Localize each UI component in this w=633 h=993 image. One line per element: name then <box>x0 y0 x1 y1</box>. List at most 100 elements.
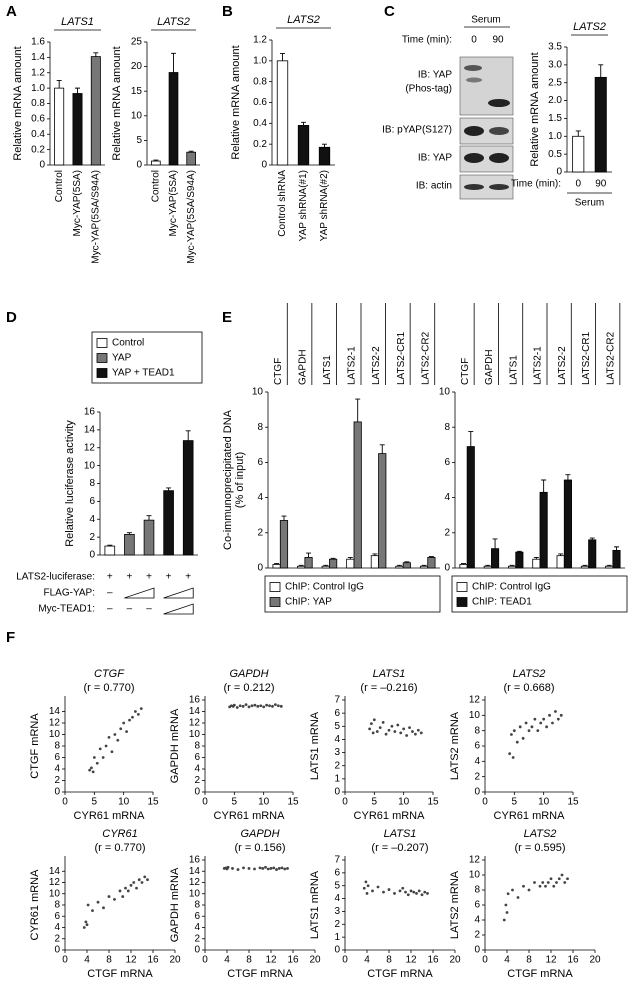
panel-label: D <box>6 309 17 326</box>
error-bar <box>322 143 327 148</box>
chart-title: LATS2 <box>157 16 190 28</box>
y-tick-label: 4 <box>89 514 95 525</box>
y-tick-label: 2 <box>89 532 95 543</box>
bar <box>353 421 362 569</box>
chart-title: LATS2 <box>513 668 546 680</box>
chart-title: GAPDH <box>240 828 279 840</box>
blot-band <box>489 153 509 163</box>
point <box>256 704 260 708</box>
point <box>86 903 90 907</box>
y-tick-label: 0.8 <box>31 98 45 109</box>
point <box>412 890 416 894</box>
legend-box <box>451 575 628 613</box>
point <box>522 884 525 888</box>
point <box>262 705 266 709</box>
y-tick-label: 16 <box>84 407 96 418</box>
y-label: Relative mRNA amount <box>230 45 242 159</box>
point <box>533 717 537 721</box>
error-bar <box>509 564 515 567</box>
point <box>253 703 257 707</box>
error-bar <box>575 130 581 137</box>
x-tick-label: Control <box>150 170 161 202</box>
point <box>365 892 369 895</box>
y-tick-label: 10 <box>189 729 201 740</box>
bar <box>318 146 331 166</box>
chart-subtitle: (r = 0.156) <box>234 842 285 854</box>
y-tick-label: 6 <box>334 867 340 878</box>
dose-triangle <box>163 603 194 615</box>
point <box>241 704 245 708</box>
x-tick-label: 10 <box>258 797 270 808</box>
x-label: CTGF mRNA <box>87 968 153 980</box>
point <box>140 881 144 884</box>
error-bar <box>146 515 152 521</box>
x-tick-label: 15 <box>287 797 299 808</box>
x-label: Time (min): <box>511 179 561 190</box>
point <box>119 727 123 731</box>
x-tick-label: 20 <box>449 955 461 966</box>
y-tick-label: 0 <box>257 563 263 574</box>
category-label: LATS2-2 <box>557 346 568 385</box>
bar <box>539 491 548 569</box>
category-label: LATS2-1 <box>347 346 358 385</box>
y-tick-label: 14 <box>49 706 61 717</box>
point <box>82 926 86 929</box>
point <box>362 886 366 890</box>
error-bar <box>606 564 612 567</box>
point <box>521 736 525 740</box>
y-tick-label: 12 <box>189 877 201 888</box>
category-label: CTGF <box>460 358 471 385</box>
point <box>387 728 391 732</box>
y-tick-label: 8 <box>194 741 200 752</box>
bar <box>163 490 174 556</box>
error-bar <box>492 538 498 549</box>
y-tick-label: 0 <box>261 160 267 171</box>
point <box>271 704 274 708</box>
y-tick-label: 0 <box>444 563 450 574</box>
point <box>533 881 536 884</box>
bar <box>491 548 500 569</box>
error-bar <box>468 431 474 447</box>
error-bar <box>330 557 336 560</box>
point <box>85 923 89 927</box>
chart-title: LATS1 <box>61 16 94 28</box>
point <box>126 889 130 893</box>
x-tick-label: 8 <box>526 955 532 966</box>
x-tick-label: 8 <box>246 955 252 966</box>
legend-swatch <box>96 353 108 363</box>
legend-swatch <box>96 338 108 348</box>
legend-box <box>264 575 441 613</box>
bar <box>72 93 83 166</box>
point <box>415 892 418 895</box>
point <box>557 877 561 881</box>
point <box>372 718 376 722</box>
x-tick-label: 4 <box>364 955 370 966</box>
legend-label: ChIP: Control IgG <box>285 582 364 593</box>
y-tick-label: 10 <box>49 888 61 899</box>
bar <box>329 558 338 569</box>
point <box>107 895 111 898</box>
y-tick-label: 15 <box>131 86 143 97</box>
x-label: CYR61 mRNA <box>74 810 146 822</box>
point <box>416 728 420 732</box>
y-tick-label: 10 <box>49 729 61 740</box>
y-label: GAPDH mRNA <box>169 867 181 942</box>
error-bar <box>126 532 132 535</box>
point <box>137 878 141 882</box>
condition-mark: + <box>185 572 191 583</box>
point <box>110 750 114 754</box>
point <box>259 704 263 708</box>
point <box>566 877 569 881</box>
condition-mark: + <box>146 572 152 583</box>
error-bar <box>75 87 80 94</box>
point <box>143 875 147 879</box>
point <box>272 866 276 870</box>
error-bar <box>541 479 547 493</box>
y-tick-label: 0.8 <box>253 76 267 87</box>
point <box>146 878 149 882</box>
legend-label: YAP <box>112 353 132 364</box>
x-tick-label: 12 <box>545 955 557 966</box>
bar <box>321 565 330 569</box>
y-tick-label: 6 <box>474 900 480 911</box>
y-tick-label: 3.0 <box>548 59 562 70</box>
